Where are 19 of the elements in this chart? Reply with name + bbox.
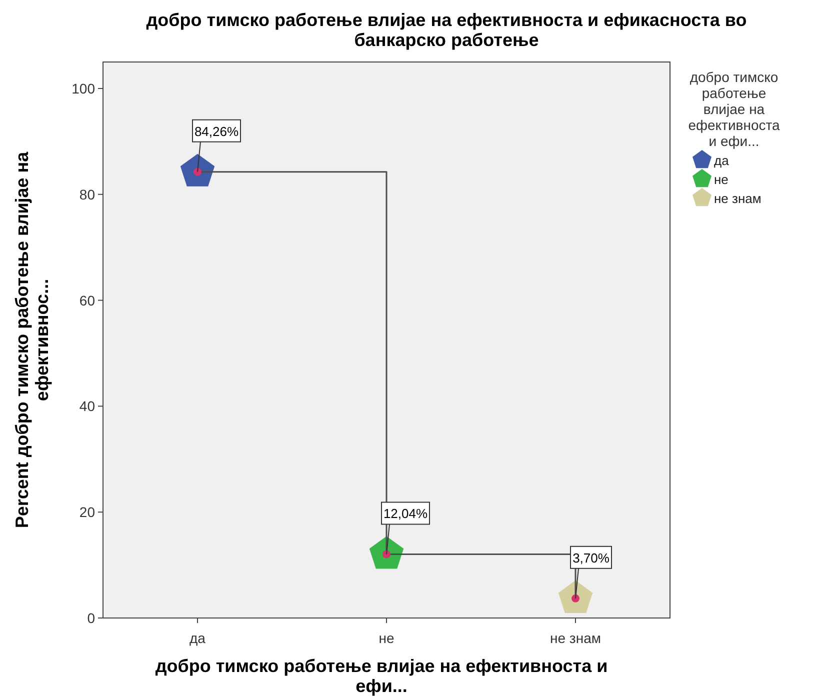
legend-title: добро тимско работење влијае на ефективноста и ефи... bbox=[688, 69, 780, 149]
y-tick-label: 60 bbox=[79, 292, 96, 308]
y-tick-label: 80 bbox=[79, 186, 96, 202]
data-label: 12,04% bbox=[383, 506, 428, 522]
y-tick-label: 20 bbox=[79, 504, 96, 520]
x-tick-label: да bbox=[190, 630, 206, 646]
y-tick-label: 40 bbox=[79, 398, 96, 414]
chart-title: добро тимско работење влијае на ефективноста и ефикасноста во банкарско работење bbox=[146, 10, 747, 50]
x-tick-label: не bbox=[378, 630, 394, 646]
legend-label: не знам bbox=[714, 191, 762, 206]
y-tick-label: 100 bbox=[72, 80, 96, 96]
legend-label: не bbox=[714, 172, 728, 187]
data-label: 84,26% bbox=[194, 124, 239, 139]
y-tick-label: 0 bbox=[87, 610, 96, 626]
legend-label: да bbox=[714, 153, 730, 168]
x-axis-title: добро тимско работење влијае на ефективноста и ефи... bbox=[155, 656, 608, 696]
y-axis-title: Percent добро тимско работење влијае на ефективнос... bbox=[12, 150, 52, 528]
data-label: 3,70% bbox=[572, 550, 610, 566]
x-tick-label: не знам bbox=[550, 630, 601, 646]
